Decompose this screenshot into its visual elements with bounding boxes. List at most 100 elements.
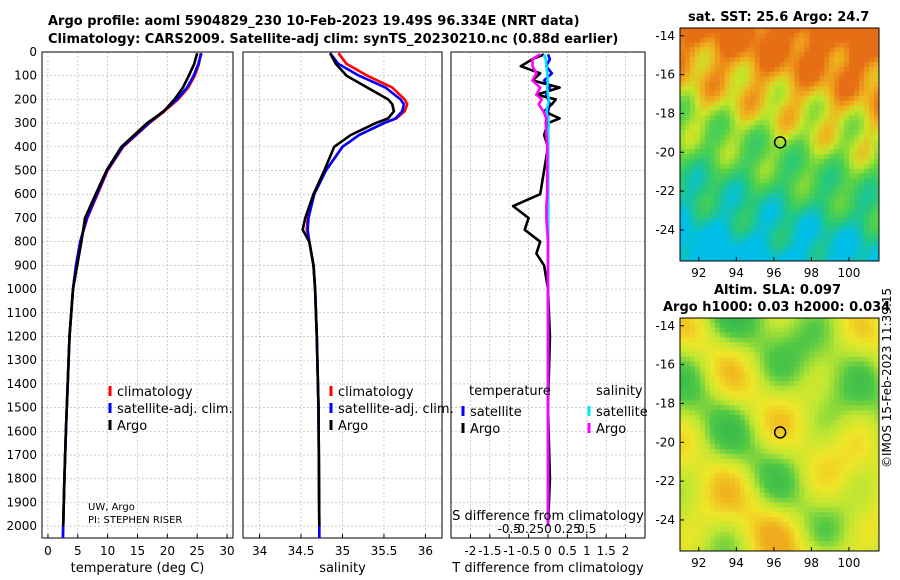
map-cell: [694, 424, 701, 431]
map-cell: [854, 47, 860, 53]
map-cell: [799, 318, 805, 324]
map-cell: [729, 100, 736, 107]
map-cell: [854, 327, 860, 334]
map-cell: [769, 149, 776, 155]
map-cell: [854, 139, 860, 145]
map-cell: [844, 347, 850, 353]
map-cell: [769, 444, 776, 450]
map-cell: [779, 86, 785, 92]
map-cell: [814, 337, 820, 343]
map-cell: [834, 212, 840, 218]
map-cell: [709, 356, 716, 363]
map-cell: [844, 95, 850, 102]
map-cell: [814, 28, 820, 34]
map-cell: [839, 332, 845, 338]
map-cell: [744, 507, 751, 513]
map-cell: [714, 439, 721, 445]
map-cell: [829, 52, 835, 58]
map-cell: [804, 502, 810, 508]
map-cell: [729, 424, 736, 431]
map-cell: [789, 371, 795, 377]
map-cell: [779, 76, 785, 82]
map-cell: [794, 410, 800, 416]
map-cell: [804, 497, 810, 503]
map-cell: [809, 347, 815, 353]
map-cell: [784, 188, 790, 194]
map-cell: [789, 134, 795, 141]
map-cell: [799, 154, 805, 160]
map-cell: [754, 71, 761, 78]
map-cell: [694, 536, 701, 542]
map-cell: [774, 502, 780, 508]
map-cell: [699, 163, 706, 170]
map-cell: [689, 483, 696, 489]
map-cell: [789, 366, 795, 372]
map-y-tick-label: -14: [655, 319, 675, 333]
map-cell: [704, 197, 711, 204]
map-cell: [694, 193, 701, 199]
map-cell: [739, 381, 746, 387]
map-cell: [749, 100, 756, 107]
map-cell: [714, 502, 721, 508]
map-cell: [744, 125, 751, 131]
map-cell: [784, 256, 790, 262]
map-cell: [769, 197, 776, 204]
map-cell: [844, 410, 850, 416]
map-cell: [779, 453, 785, 460]
map-cell: [864, 390, 870, 397]
map-cell: [834, 327, 840, 334]
series-climatology: [305, 52, 409, 538]
series-argo: [301, 52, 396, 527]
map-cell: [874, 110, 880, 116]
map-cell: [839, 400, 845, 406]
map-cell: [774, 139, 780, 145]
x-tick-label-salinity: 0.25: [554, 522, 581, 536]
map-cell: [689, 236, 696, 243]
map-cell: [754, 487, 761, 494]
map-cell: [844, 236, 850, 243]
sla-map-title-line2: Argo h1000: 0.03 h2000: 0.034: [663, 300, 891, 315]
map-cell: [759, 173, 766, 179]
map-cell: [849, 517, 855, 523]
map-cell: [789, 37, 795, 44]
map-cell: [714, 149, 721, 155]
map-cell: [684, 149, 691, 155]
map-cell: [744, 256, 751, 262]
map-cell: [699, 231, 706, 238]
map-cell: [834, 256, 840, 262]
map-cell: [774, 251, 780, 257]
map-cell: [779, 222, 785, 228]
map-cell: [849, 231, 855, 238]
map-cell: [774, 410, 780, 416]
map-cell: [744, 536, 751, 542]
map-cell: [844, 37, 850, 44]
map-cell: [859, 120, 865, 126]
map-cell: [789, 139, 795, 145]
map-cell: [734, 478, 741, 484]
map-cell: [874, 71, 880, 78]
map-cell: [729, 139, 736, 145]
map-cell: [819, 256, 825, 262]
map-cell: [754, 371, 761, 377]
map-cell: [769, 193, 776, 199]
map-cell: [764, 429, 771, 435]
map-cell: [689, 173, 696, 179]
map-cell: [714, 236, 721, 243]
map-cell: [764, 251, 771, 257]
map-cell: [859, 473, 865, 479]
map-cell: [684, 536, 691, 542]
map-cell: [814, 168, 820, 175]
map-cell: [834, 37, 840, 44]
map-cell: [734, 110, 741, 116]
map-cell: [844, 483, 850, 489]
map-cell: [844, 449, 850, 455]
map-cell: [709, 37, 716, 44]
map-cell: [704, 183, 711, 189]
map-cell: [724, 497, 731, 503]
map-cell: [699, 541, 706, 547]
map-cell: [869, 415, 875, 421]
map-cell: [824, 473, 830, 479]
map-cell: [829, 188, 835, 194]
map-cell: [734, 217, 741, 223]
map-cell: [774, 444, 780, 450]
